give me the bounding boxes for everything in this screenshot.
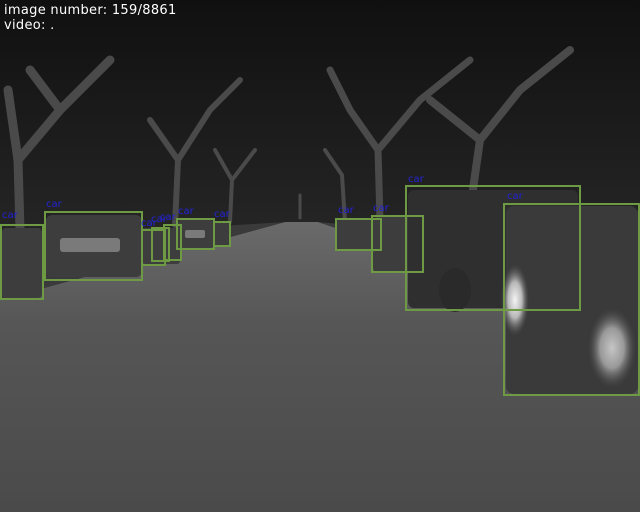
detection-box xyxy=(335,218,382,251)
detection-label: car xyxy=(46,199,62,210)
detection-box xyxy=(141,229,166,266)
detection-box xyxy=(151,227,170,262)
image-number-label: image number: xyxy=(4,3,108,18)
video-readout: video: . xyxy=(4,19,55,33)
detection-label: car xyxy=(373,203,389,214)
detection-box xyxy=(503,203,640,396)
video-value: . xyxy=(50,18,55,33)
detection-label: car xyxy=(408,174,424,185)
detection-box xyxy=(44,211,143,281)
image-number-value: 159/8861 xyxy=(111,3,177,18)
detection-box xyxy=(213,221,231,247)
detection-box xyxy=(0,224,44,300)
detection-label: car xyxy=(160,212,176,223)
detection-box xyxy=(371,215,424,273)
detection-label: car xyxy=(2,210,18,221)
detection-label: car xyxy=(338,205,354,216)
detection-label: car xyxy=(141,218,157,229)
detection-label: car xyxy=(178,206,194,217)
detection-label: car xyxy=(214,209,230,220)
detection-box xyxy=(405,185,581,311)
detection-box xyxy=(176,218,215,250)
detection-label: car xyxy=(507,191,523,202)
detection-box xyxy=(163,224,182,261)
detection-label: car xyxy=(151,214,167,225)
image-number-readout: image number: 159/8861 xyxy=(4,4,177,18)
video-label: video: xyxy=(4,18,46,33)
